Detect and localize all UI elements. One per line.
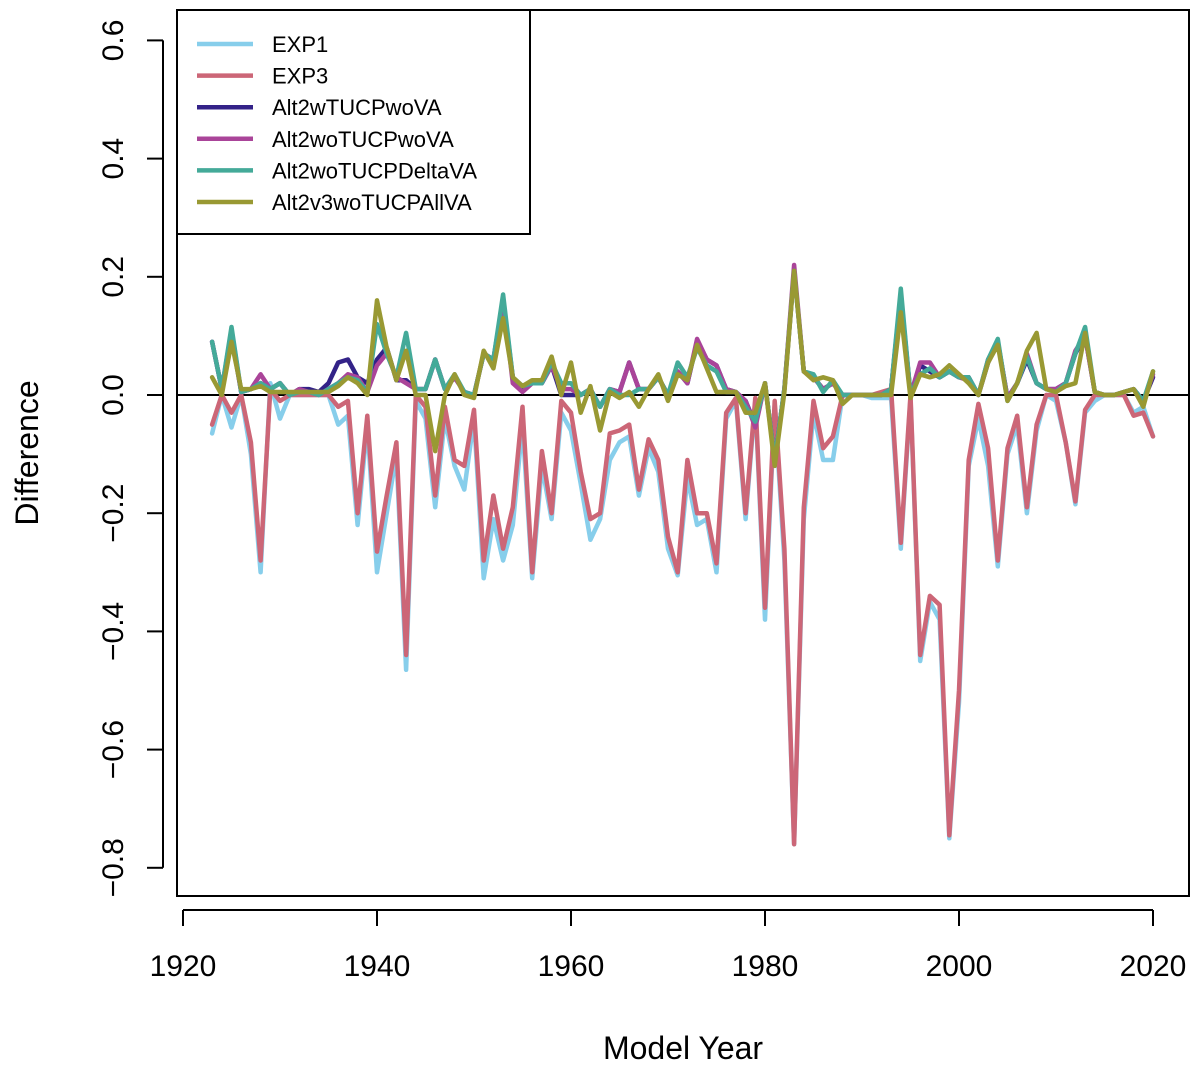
x-axis-title: Model Year — [603, 1030, 763, 1064]
x-tick-label: 1960 — [538, 950, 605, 983]
y-tick-label: 0.6 — [97, 20, 130, 62]
x-tick-label: 1940 — [344, 950, 411, 983]
y-tick-label: 0.4 — [97, 138, 130, 180]
y-tick-label: −0.4 — [97, 602, 130, 661]
y-tick-label: −0.2 — [97, 484, 130, 543]
y-tick-label: −0.6 — [97, 720, 130, 779]
y-tick-label: 0.0 — [97, 374, 130, 416]
legend-box — [176, 9, 531, 235]
legend: EXP1 EXP3 Alt2wTUCPwoVA Alt2woTUCPwoVA Alt2w… — [176, 9, 531, 235]
y-axis: −0.8 −0.6 −0.4 −0.2 0.0 0.2 0.4 0.6 — [97, 20, 164, 897]
legend-label: EXP3 — [272, 64, 328, 89]
legend-label: Alt2wTUCPwoVA — [272, 95, 442, 120]
series-layer — [209, 262, 1156, 847]
legend-label: EXP1 — [272, 32, 328, 57]
plot-frame — [176, 9, 1190, 897]
series-line-alt2v3wotucpallva — [209, 268, 1156, 469]
legend-label: Alt2v3woTUCPAllVA — [272, 190, 472, 215]
x-axis: 1920 1940 1960 1980 2000 2020 — [150, 909, 1187, 983]
x-tick-label: 2000 — [926, 950, 993, 983]
series-line-exp3 — [209, 386, 1156, 847]
y-tick-label: −0.8 — [97, 838, 130, 897]
y-axis-title: Difference — [9, 380, 45, 525]
x-tick-label: 1920 — [150, 950, 217, 983]
x-tick-label: 2020 — [1120, 950, 1187, 983]
legend-label: Alt2woTUCPwoVA — [272, 127, 454, 152]
x-tick-label: 1980 — [732, 950, 799, 983]
y-tick-label: 0.2 — [97, 256, 130, 298]
legend-label: Alt2woTUCPDeltaVA — [272, 158, 477, 183]
